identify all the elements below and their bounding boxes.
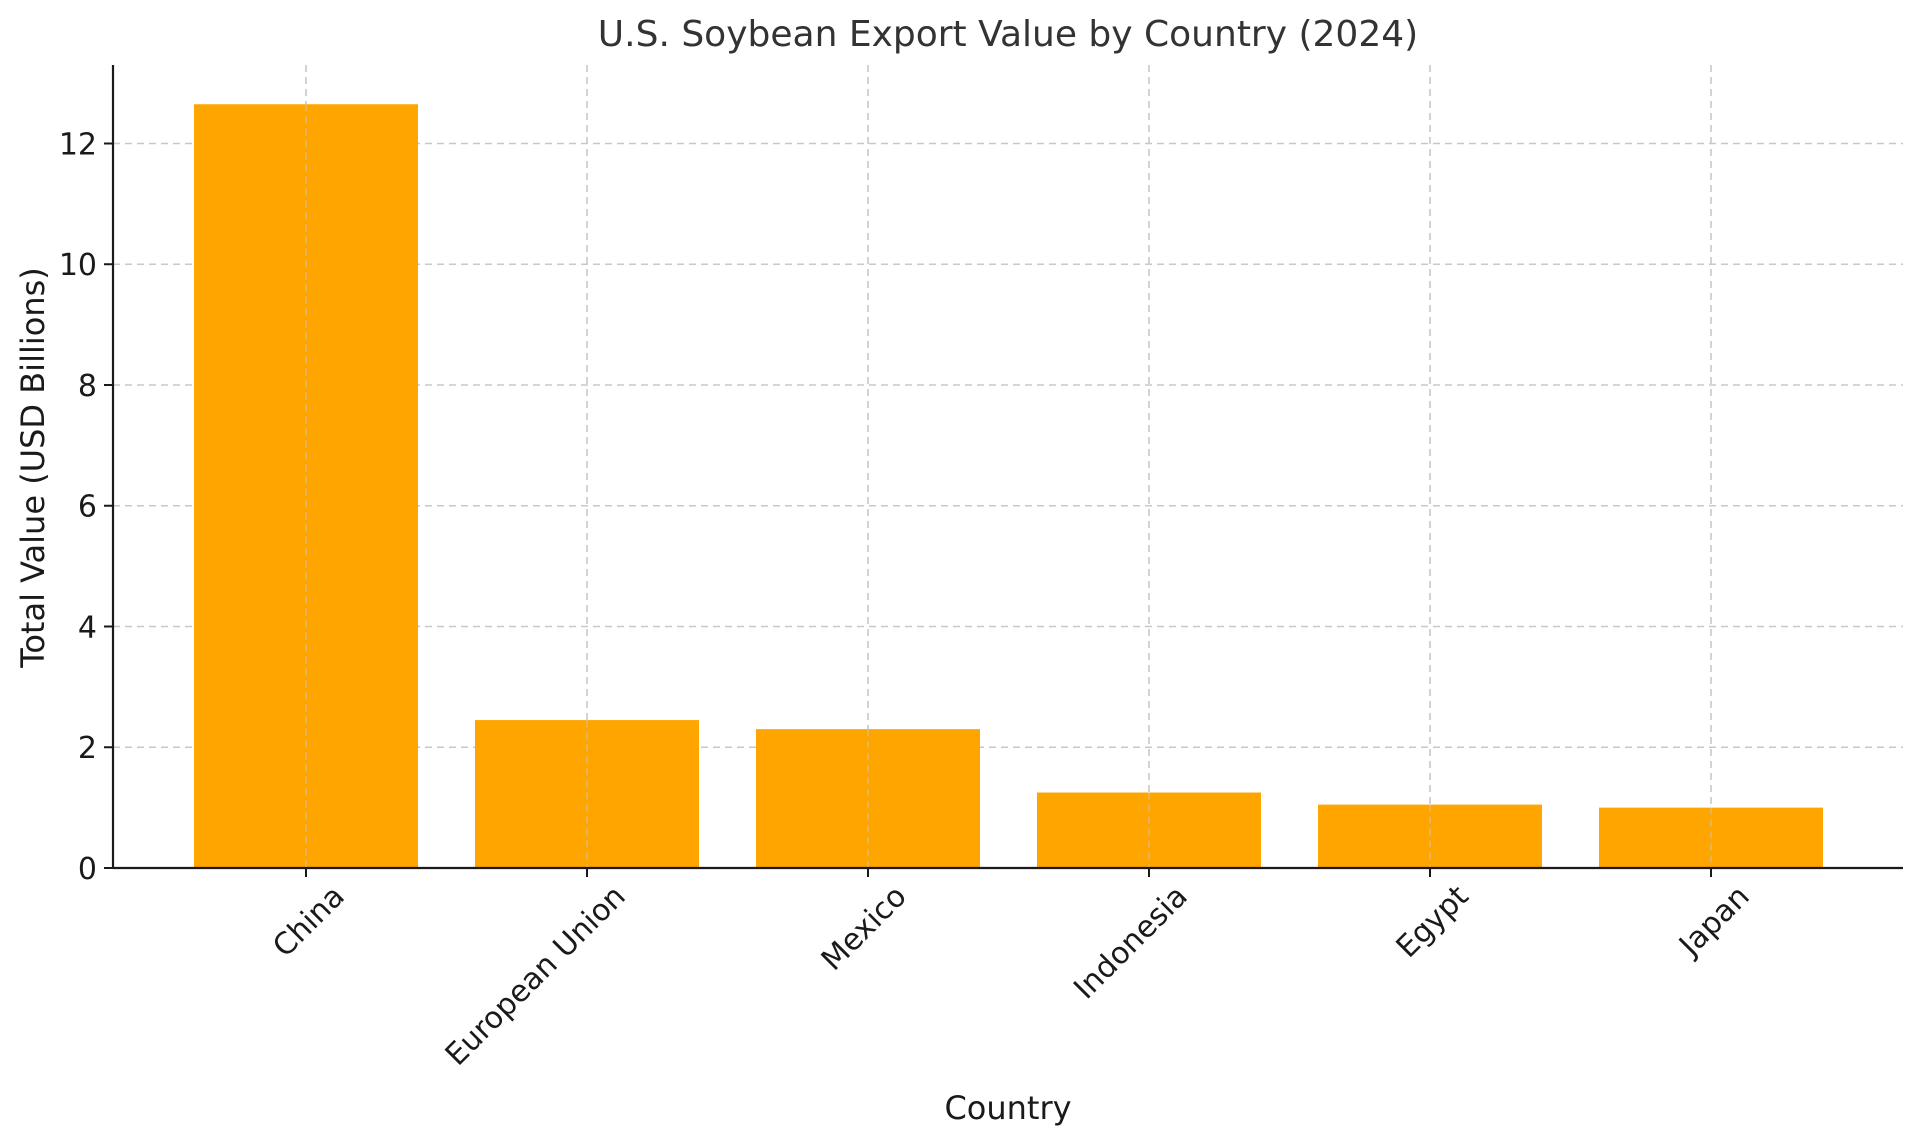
y-tick-label: 8 [78,369,97,404]
y-tick-label: 2 [78,731,97,766]
axes [111,65,1903,870]
y-ticks: 0 2 4 6 8 10 12 [59,127,113,887]
y-tick-label: 6 [78,490,97,525]
x-axis-label: Country [944,1089,1071,1127]
x-ticks: China European Union Mexico Indonesia Egypt J… [266,868,1757,1073]
y-tick-label: 4 [78,610,97,645]
x-tick-label: Japan [1671,879,1756,964]
y-tick-label: 10 [59,248,97,283]
x-tick-label: European Union [439,879,633,1073]
x-tick-label: China [266,879,351,964]
chart-title: U.S. Soybean Export Value by Country (20… [598,14,1418,55]
bar [756,729,980,868]
x-tick-label: Mexico [815,879,914,978]
x-tick-label: Indonesia [1067,879,1194,1006]
y-axis-label: Total Value (USD Billions) [14,267,52,669]
bars [194,104,1823,868]
x-tick-label: Egypt [1390,879,1476,965]
y-tick-label: 0 [78,852,97,887]
y-tick-label: 12 [59,127,97,162]
